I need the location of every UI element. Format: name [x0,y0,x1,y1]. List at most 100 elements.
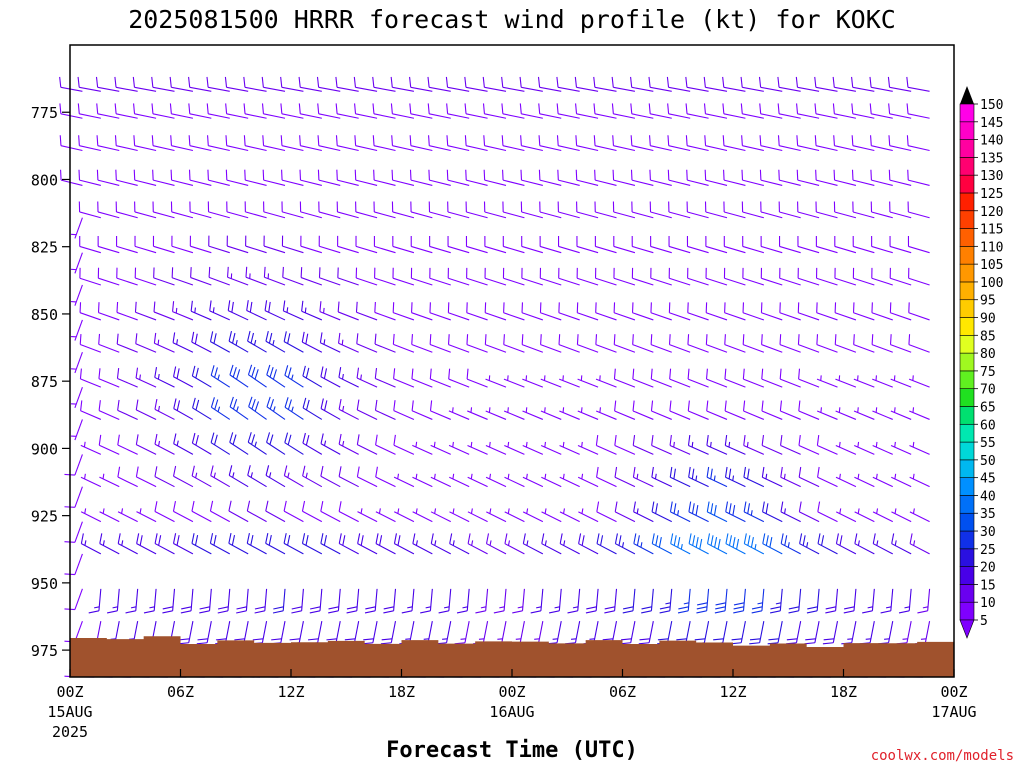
wind-barb [834,236,857,254]
wind-barb [191,500,212,523]
wind-barb [485,375,507,388]
wind-barb [372,76,396,92]
wind-barb [677,588,691,614]
wind-barb [888,135,912,152]
wind-barb [136,508,157,523]
wind-barb [651,501,672,523]
wind-barb [117,434,138,455]
wind-barb [723,267,746,286]
wind-barb [631,236,654,254]
wind-barb [429,302,451,321]
wind-barb [393,533,415,555]
wind-barb [447,236,470,254]
y-tick-label: 925 [31,508,58,526]
wind-barb [538,103,562,119]
wind-barb [429,267,451,286]
wind-barb [172,465,194,488]
wind-barb [760,236,783,254]
wind-barb [98,400,120,420]
wind-barb [851,169,875,187]
wind-barb [243,103,267,119]
wind-barb [501,103,525,119]
wind-barb [630,76,654,92]
wind-barb [907,201,930,219]
wind-barb [614,501,636,523]
wind-barb [502,169,525,187]
wind-barb [173,398,194,420]
colorbar-swatch [959,495,975,514]
wind-barb [467,508,488,523]
wind-barb [632,466,654,488]
wind-barb [135,333,157,353]
wind-barb [446,135,470,152]
y-axis: 775 800 825 850 875 900 925 950 975 [31,104,70,660]
wind-barb [833,135,857,152]
wind-barb [374,267,396,286]
y-tick-label: 975 [31,642,58,660]
wind-barb [557,201,580,219]
wind-barb [541,473,562,488]
wind-barb [668,334,691,353]
credit-link[interactable]: coolwx.com/models [871,748,1014,764]
wind-barb [236,588,249,614]
colorbar-swatch [959,601,975,621]
wind-barb [693,621,710,645]
wind-barb [558,334,580,353]
wind-barb [538,135,562,152]
wind-barb [64,486,83,508]
wind-barb [262,135,286,152]
wind-barb [300,235,322,254]
wind-barb [761,400,783,420]
wind-barb [188,169,212,187]
wind-barb [392,333,415,353]
wind-barb [780,533,801,555]
wind-barb [688,501,709,523]
wind-barb [706,501,728,523]
wind-barb [557,169,580,187]
wind-barb [613,236,636,254]
wind-barb [133,103,157,119]
wind-barb [742,400,765,420]
wind-barb [667,169,691,187]
colorbar-label: 50 [980,454,996,469]
wind-barb [512,588,525,614]
wind-barb [585,588,599,614]
wind-barb [152,169,175,187]
wind-barb [154,501,175,523]
colorbar-swatch [959,530,975,550]
wind-barb [454,621,470,645]
wind-barb [224,76,249,92]
wind-barb [336,169,359,187]
wind-barb [778,201,801,219]
colorbar-label: 145 [980,116,1003,131]
wind-barb [841,621,857,645]
wind-barb [740,103,764,119]
wind-barb [622,588,636,614]
wind-barb [410,267,433,286]
wind-barb [116,301,138,321]
wind-barb [822,621,839,645]
x-tick-label: 18Z [830,683,857,701]
wind-barb [667,103,691,119]
wind-barb [649,169,672,187]
wind-barb [504,508,525,523]
wind-barb [374,301,396,321]
wind-barb [520,169,543,187]
wind-barb [467,407,488,420]
wind-barb [484,334,507,353]
wind-barb [669,435,691,455]
wind-barb [576,201,599,219]
x-tick-label: 00Z [56,683,83,701]
wind-barb [71,217,83,239]
wind-barb [869,76,893,92]
wind-barb [356,367,378,388]
wind-barb [261,76,286,92]
colorbar-label: 130 [980,169,1003,184]
wind-barb [266,432,286,455]
wind-barb [596,501,617,523]
wind-barb [282,266,304,286]
wind-barb [390,76,415,92]
wind-barb [270,621,286,645]
wind-barb [244,201,267,219]
wind-barb [593,135,617,152]
